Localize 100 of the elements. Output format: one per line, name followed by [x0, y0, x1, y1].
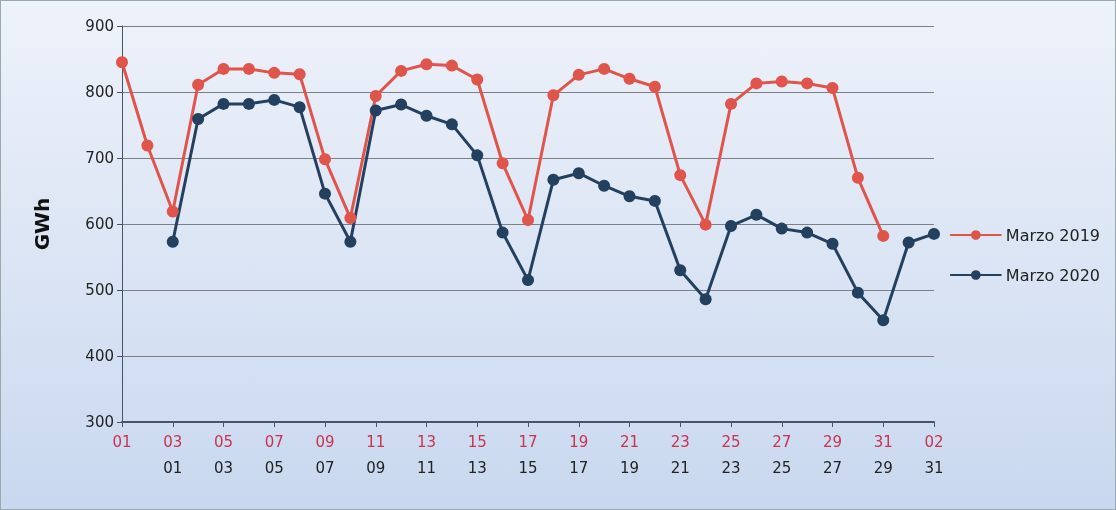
point [445, 118, 458, 131]
point [369, 89, 382, 102]
x2-tick-label: 05 [264, 458, 284, 477]
x-tick-label: 09 [315, 432, 335, 451]
x2-tick-label: 23 [721, 458, 741, 477]
x2-tick-label: 13 [467, 458, 487, 477]
x2-tick-label: 19 [619, 458, 640, 477]
point [471, 149, 484, 162]
point [674, 264, 687, 277]
point [826, 237, 839, 250]
x-tick-label: 02 [924, 432, 944, 451]
point [268, 66, 281, 79]
point [268, 93, 281, 106]
point [674, 169, 687, 182]
x-tick-label: 05 [213, 432, 234, 451]
x-tick-label: 21 [619, 432, 640, 451]
point [445, 59, 458, 72]
x2-tick-label: 27 [822, 458, 843, 477]
point [851, 286, 864, 299]
x-tick-label: 03 [163, 432, 183, 451]
x2-tick-label: 01 [163, 458, 183, 477]
x2-tick-label: 15 [518, 458, 538, 477]
x-tick-label: 15 [467, 432, 487, 451]
point [801, 226, 814, 239]
point [166, 205, 179, 218]
x2-tick-label: 25 [772, 458, 792, 477]
point [725, 97, 737, 110]
point [522, 214, 534, 227]
point [598, 179, 611, 192]
point [319, 153, 331, 166]
point [648, 194, 661, 207]
point [496, 157, 509, 170]
point [648, 80, 661, 93]
legend-label: Marzo 2020 [1005, 265, 1101, 285]
point [522, 274, 534, 287]
x-tick-label: 19 [569, 432, 589, 451]
point [572, 167, 585, 180]
point [293, 101, 306, 114]
y-tick-label: 600 [85, 215, 114, 233]
y-tick-label: 900 [85, 17, 114, 35]
point [547, 89, 560, 102]
x-tick-label: 23 [670, 432, 690, 451]
point [725, 219, 737, 232]
x-tick-label: 01 [112, 432, 132, 451]
point [547, 173, 560, 186]
point [775, 222, 788, 235]
point [242, 97, 255, 110]
point [166, 235, 179, 248]
point [344, 212, 357, 225]
point [319, 187, 331, 200]
point [369, 104, 382, 117]
x2-tick-label: 31 [924, 458, 944, 477]
point [496, 226, 509, 239]
point [420, 58, 433, 71]
x-tick-label: 07 [264, 432, 284, 451]
point [902, 236, 915, 249]
point [344, 235, 357, 248]
y-tick-label: 400 [85, 347, 114, 365]
point [750, 208, 763, 221]
point [572, 68, 585, 81]
point [750, 77, 763, 90]
point [623, 190, 636, 203]
point [877, 314, 890, 327]
x-tick-label: 29 [822, 432, 843, 451]
point [192, 78, 205, 91]
point [116, 56, 128, 69]
x2-tick-label: 29 [873, 458, 893, 477]
x2-tick-label: 07 [315, 458, 335, 477]
x2-tick-label: 21 [670, 458, 690, 477]
point [242, 62, 255, 75]
point [293, 68, 306, 81]
point [217, 97, 230, 110]
point [699, 218, 712, 231]
y-tick-label: 800 [85, 83, 114, 101]
point [395, 98, 408, 111]
point [801, 77, 814, 90]
x-tick-label: 17 [518, 432, 538, 451]
y-axis-title: GWh [30, 197, 54, 251]
point [928, 227, 940, 240]
x-tick-label: 13 [416, 432, 437, 451]
point [217, 62, 230, 75]
point [598, 62, 611, 75]
y-tick-label: 700 [85, 149, 114, 167]
point [192, 113, 205, 126]
x-tick-label: 31 [873, 432, 893, 451]
y-tick-label: 500 [85, 281, 114, 299]
point [471, 73, 484, 86]
x-tick-label: 27 [772, 432, 792, 451]
legend-label: Marzo 2019 [1005, 225, 1101, 245]
point [699, 293, 712, 306]
x-tick-label: 25 [721, 432, 741, 451]
point [420, 109, 433, 122]
point [141, 139, 154, 152]
x2-tick-label: 11 [416, 458, 437, 477]
point [395, 64, 408, 77]
y-tick-label: 300 [85, 413, 114, 431]
point [623, 72, 636, 85]
point [877, 229, 890, 242]
x2-tick-label: 03 [213, 458, 234, 477]
x2-tick-label: 09 [366, 458, 386, 477]
